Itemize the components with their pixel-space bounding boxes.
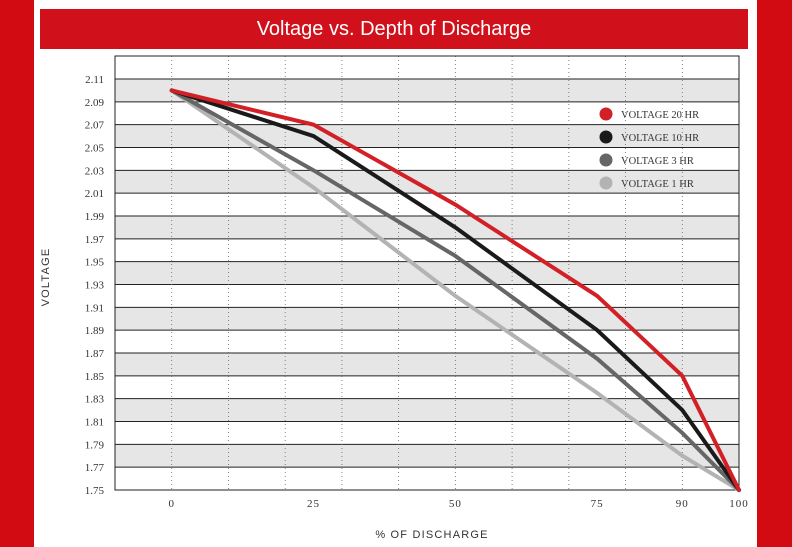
- y-tick-label: 1.77: [85, 462, 105, 474]
- grid-band: [115, 307, 739, 331]
- legend-marker: [599, 153, 613, 167]
- series-line: [169, 88, 741, 492]
- legend-marker: [599, 176, 613, 190]
- y-tick-label: 1.93: [85, 280, 105, 292]
- y-tick-label: 2.07: [85, 120, 105, 132]
- x-tick-label: 100: [729, 498, 749, 510]
- x-tick-label: 0: [168, 498, 175, 510]
- y-tick-label: 1.81: [85, 417, 104, 429]
- legend-marker: [599, 130, 613, 144]
- series-line: [169, 88, 741, 492]
- y-tick-label: 1.87: [85, 348, 105, 360]
- legend-label: VOLTAGE 3 HR: [621, 156, 694, 167]
- y-tick-label: 2.03: [85, 165, 105, 177]
- y-tick-label: 1.79: [85, 439, 105, 451]
- x-tick-label: 90: [676, 498, 689, 510]
- y-tick-label: 2.01: [85, 188, 104, 200]
- y-tick-label: 1.75: [85, 485, 105, 497]
- legend-label: VOLTAGE 10 HR: [621, 133, 699, 144]
- grid-band: [115, 398, 739, 422]
- x-tick-label: 50: [449, 498, 462, 510]
- grid-band: [115, 124, 739, 148]
- grid-band: [115, 353, 739, 376]
- grid-band: [115, 79, 739, 102]
- y-tick-label: 2.11: [85, 74, 104, 86]
- grid-band: [115, 216, 739, 239]
- y-tick-label: 1.91: [85, 302, 104, 314]
- y-axis-label: VOLTAGE: [40, 248, 52, 307]
- x-tick-label: 25: [307, 498, 320, 510]
- x-tick-label: 75: [591, 498, 604, 510]
- legend-label: VOLTAGE 20 HR: [621, 110, 699, 121]
- series-line: [169, 88, 741, 492]
- legend-marker: [599, 107, 613, 121]
- chart-title: Voltage vs. Depth of Discharge: [40, 9, 748, 49]
- y-tick-label: 1.95: [85, 257, 105, 269]
- y-tick-label: 2.05: [85, 143, 105, 155]
- plot-frame: [114, 55, 740, 491]
- y-tick-label: 1.85: [85, 371, 105, 383]
- y-tick-label: 1.89: [85, 325, 105, 337]
- y-tick-label: 1.83: [85, 394, 105, 406]
- x-axis-label: % OF DISCHARGE: [375, 529, 488, 541]
- y-tick-label: 2.09: [85, 97, 105, 109]
- y-tick-label: 1.97: [85, 234, 105, 246]
- legend-label: VOLTAGE 1 HR: [621, 179, 694, 190]
- y-tick-label: 1.99: [85, 211, 105, 223]
- grid-band: [115, 444, 739, 468]
- grid-band: [115, 170, 739, 194]
- series-line: [169, 88, 741, 492]
